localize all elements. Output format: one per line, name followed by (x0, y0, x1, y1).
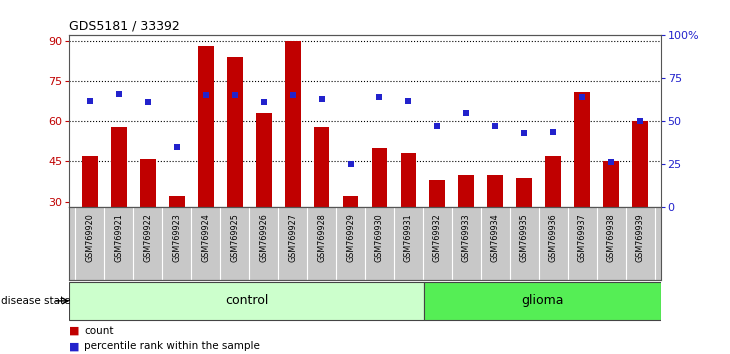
Point (490, 124, 502, 129)
Text: GSM769935: GSM769935 (520, 213, 529, 262)
Bar (285, 41, 301, 282)
Point (345, 161, 356, 167)
Text: ■: ■ (69, 326, 80, 336)
Point (606, 160, 618, 165)
Text: glioma: glioma (521, 295, 564, 307)
Bar (545, 156, 561, 282)
Point (112, 91, 124, 97)
Bar (604, 161, 619, 282)
Bar (226, 57, 242, 282)
Text: GSM769934: GSM769934 (491, 213, 500, 262)
Bar (198, 46, 214, 282)
Point (403, 98, 415, 103)
Text: GSM769938: GSM769938 (607, 213, 616, 262)
Text: GSM769921: GSM769921 (114, 213, 123, 262)
Bar (516, 178, 532, 282)
Point (518, 130, 530, 136)
Text: GSM769930: GSM769930 (375, 213, 384, 262)
Bar (342, 196, 358, 282)
Text: GSM769939: GSM769939 (636, 213, 645, 262)
Bar (488, 175, 504, 282)
Point (548, 129, 559, 135)
Bar (424, 282, 661, 320)
Point (461, 110, 472, 115)
Point (258, 99, 269, 105)
Point (84, 98, 96, 103)
Bar (139, 159, 155, 282)
Point (577, 95, 588, 100)
Point (315, 96, 327, 102)
Point (171, 144, 182, 150)
Text: control: control (225, 295, 269, 307)
Point (634, 118, 646, 124)
Bar (458, 175, 474, 282)
Point (142, 99, 153, 105)
Bar (632, 121, 648, 282)
Bar (401, 153, 416, 282)
Text: GSM769931: GSM769931 (404, 213, 413, 262)
Point (200, 93, 212, 98)
Point (374, 95, 385, 100)
Text: GSM769932: GSM769932 (433, 213, 442, 262)
Text: GDS5181 / 33392: GDS5181 / 33392 (69, 19, 180, 33)
Point (287, 93, 299, 98)
Text: GSM769923: GSM769923 (172, 213, 181, 262)
Text: GSM769936: GSM769936 (549, 213, 558, 262)
Text: ■: ■ (69, 341, 80, 351)
Text: GSM769933: GSM769933 (462, 213, 471, 262)
Bar (82, 156, 98, 282)
Point (228, 93, 240, 98)
Text: percentile rank within the sample: percentile rank within the sample (84, 341, 260, 351)
Text: GSM769937: GSM769937 (578, 213, 587, 262)
Bar (429, 180, 445, 282)
Text: GSM769925: GSM769925 (230, 213, 239, 262)
Bar (372, 148, 388, 282)
Text: GSM769927: GSM769927 (288, 213, 297, 262)
Text: GSM769922: GSM769922 (143, 213, 152, 262)
Point (431, 124, 443, 129)
Bar (314, 127, 329, 282)
Bar (69, 282, 424, 320)
Text: disease state: disease state (1, 296, 71, 306)
Bar (255, 113, 272, 282)
Text: GSM769929: GSM769929 (346, 213, 355, 262)
Text: count: count (84, 326, 113, 336)
Text: GSM769928: GSM769928 (317, 213, 326, 262)
Bar (169, 196, 185, 282)
Bar (111, 127, 126, 282)
Text: GSM769924: GSM769924 (201, 213, 210, 262)
Text: GSM769920: GSM769920 (85, 213, 94, 262)
Bar (575, 92, 591, 282)
Text: GSM769926: GSM769926 (259, 213, 268, 262)
